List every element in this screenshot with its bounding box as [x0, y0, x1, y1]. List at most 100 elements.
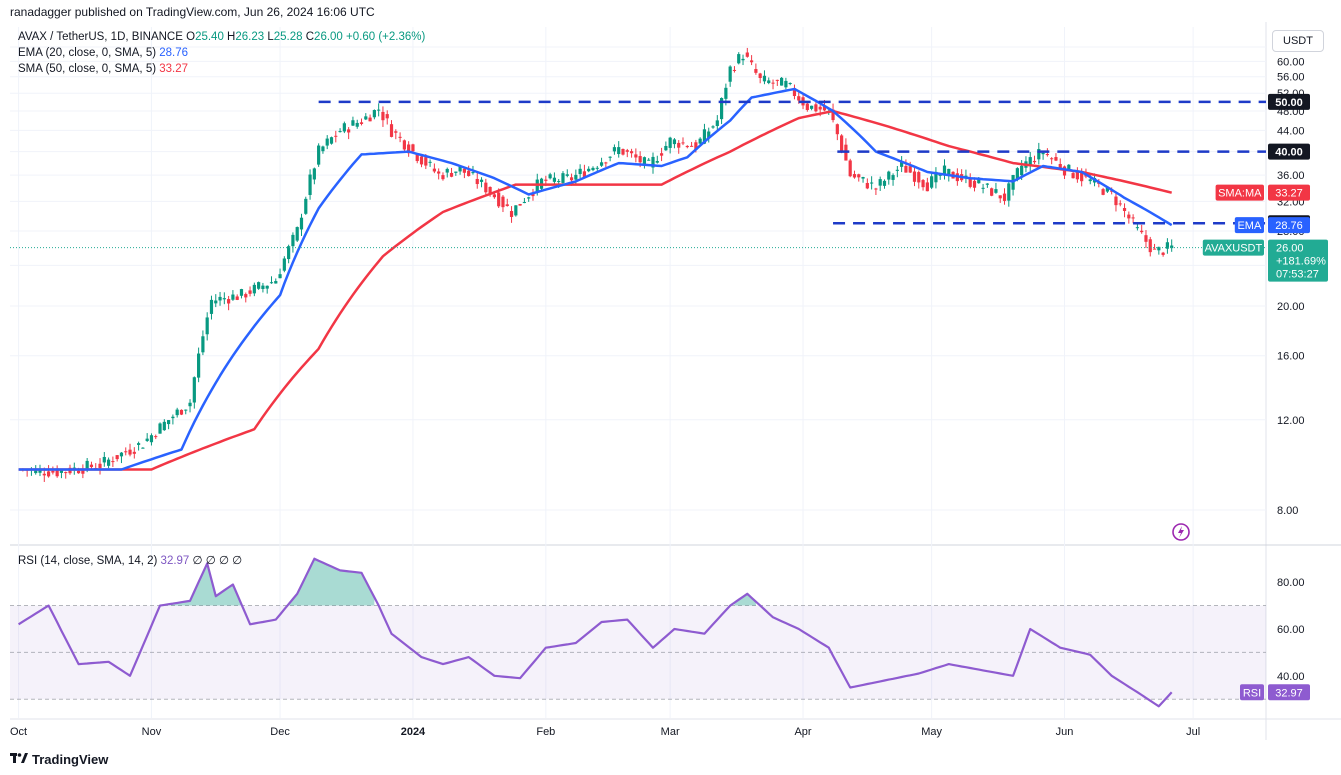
candle-body [351, 120, 355, 126]
candle-body [51, 470, 55, 473]
candle-body [797, 96, 801, 101]
candle-body [1050, 158, 1054, 160]
candle-body [462, 168, 466, 173]
candle-body [741, 58, 745, 61]
candle-body [561, 173, 565, 183]
candle-body [1088, 179, 1092, 182]
candle-body [59, 470, 64, 473]
candle-body [749, 60, 754, 63]
candle-body [711, 126, 715, 128]
candle-body [329, 137, 334, 144]
candle-body [419, 156, 424, 165]
x-tick-label: Oct [10, 726, 27, 738]
candle-body [98, 463, 102, 468]
candle-body [76, 470, 81, 474]
candle-body [805, 103, 809, 111]
candle-body [1165, 242, 1170, 249]
tradingview-footer[interactable]: TradingView [10, 752, 108, 768]
candle-body [625, 150, 629, 152]
symbol-name-badge [1202, 239, 1264, 256]
candle-body [1032, 160, 1037, 163]
candle-body [359, 122, 364, 124]
candle-body [702, 129, 707, 144]
candle-body [672, 139, 677, 145]
candle-body [947, 168, 951, 176]
last-price-pct: +181.69% [1276, 256, 1326, 268]
candle-body [137, 443, 141, 445]
currency-button[interactable]: USDT [1272, 30, 1324, 52]
ema-legend-label: EMA (20, close, 0, SMA, 5) [18, 47, 157, 59]
candle-body [239, 289, 244, 296]
candle-body [235, 296, 239, 300]
candle-body [1045, 154, 1049, 156]
candle-body [197, 353, 201, 378]
candle-body [938, 174, 942, 176]
candle-body [659, 153, 664, 156]
candle-body [548, 174, 552, 179]
rsi-value-badge [1268, 684, 1310, 701]
high-label: H [227, 31, 236, 43]
candle-body [878, 179, 882, 186]
candle-body [85, 460, 89, 469]
candle-body [184, 409, 188, 411]
ema-legend: EMA (20, close, 0, SMA, 5) 28.76 [18, 47, 188, 59]
candle-body [424, 157, 428, 166]
candle-body [179, 409, 184, 415]
candle-body [810, 105, 814, 109]
candle-body [998, 195, 1002, 199]
candle-body [111, 461, 115, 463]
axis-badges: 33.27 SMA:MA 28.76 EMA 26.00+181.69%07:53:27… [1202, 184, 1328, 282]
y-tick-label: 56.00 [1277, 72, 1305, 84]
candle-body [964, 175, 968, 177]
candle-body [848, 160, 852, 177]
sma-legend-label: SMA (50, close, 0, SMA, 5) [18, 63, 157, 75]
candle-body [218, 296, 222, 301]
candle-body [917, 172, 921, 183]
candle-body [972, 180, 977, 188]
candle-body [685, 145, 689, 148]
candle-body [141, 447, 145, 449]
candle-body [1144, 235, 1148, 242]
candle-body [904, 165, 908, 173]
tradingview-logo-icon [10, 753, 28, 768]
candle-body [188, 402, 192, 407]
candle-body [977, 179, 981, 184]
candle-body [115, 455, 119, 460]
candle-body [874, 188, 878, 190]
candle-body [492, 194, 496, 198]
candle-body [900, 161, 904, 167]
candle-body [274, 281, 278, 284]
open-value: 25.40 [195, 31, 224, 43]
candle-body [214, 300, 218, 304]
candle-body [509, 211, 514, 217]
candle-body [1058, 163, 1062, 169]
candle-body [308, 174, 312, 195]
published-by-text: ranadagger published on TradingView.com,… [10, 5, 375, 19]
candle-body [445, 168, 449, 173]
sma-name: SMA:MA [1218, 188, 1262, 200]
candle-body [569, 177, 574, 181]
candle-body [934, 171, 938, 183]
candle-body [642, 157, 647, 165]
candle-body [921, 180, 925, 188]
candle-body [364, 116, 368, 120]
y-tick-label: 8.00 [1277, 505, 1298, 517]
rsi-pane: 80.00 60.00 40.00 32.97 RSI [10, 557, 1310, 708]
candle-body [475, 178, 479, 185]
candle-body [171, 416, 175, 419]
candle-body [1152, 248, 1157, 250]
candle-body [1037, 149, 1041, 160]
candle-body [317, 145, 321, 165]
y-axis: 64.0060.0056.0052.0048.0044.0040.0036.00… [10, 42, 1305, 517]
candle-body [149, 435, 154, 443]
candle-body [1127, 214, 1131, 219]
candle-body [1140, 230, 1144, 233]
candle-body [587, 168, 591, 172]
candle-body [471, 172, 475, 174]
candle-body [441, 175, 445, 180]
candle-body [325, 138, 329, 146]
candle-body [835, 124, 839, 135]
candle-body [865, 182, 869, 189]
candle-body [501, 196, 505, 208]
